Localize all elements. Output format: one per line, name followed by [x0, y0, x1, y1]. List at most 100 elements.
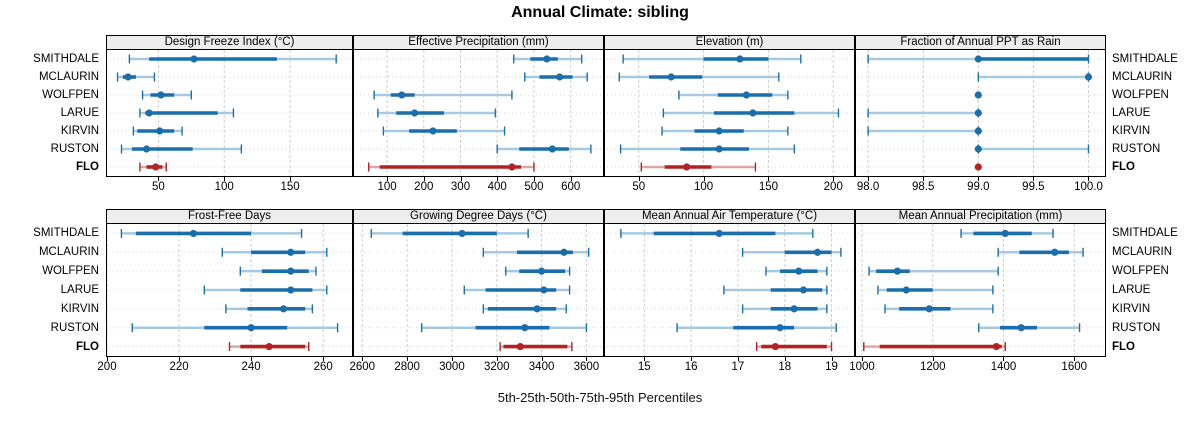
- interval-larue: [139, 108, 235, 118]
- site-label-left-smithdale: SMITHDALE: [33, 53, 99, 65]
- panel-strip-title: Design Freeze Index (°C): [106, 35, 353, 50]
- panel-x-axis: 15 16 17 18 19: [604, 357, 855, 377]
- panel-x-axis: 100 200 300 400 500 600: [353, 177, 604, 197]
- site-label-right-kirvin: KIRVIN: [1112, 302, 1151, 315]
- site-label-left-kirvin: KIRVIN: [60, 125, 99, 137]
- interval-smithdale: [120, 228, 303, 238]
- panel-mean-annual-precipitation: Mean Annual Precipitation (mm) 1000 1200 1…: [849, 209, 1106, 377]
- axis-tick: [533, 177, 535, 181]
- site-label-right-ruston: RUSTON: [1112, 321, 1161, 334]
- axis-caption: 5th-25th-50th-75th-95th Percentiles: [497, 390, 703, 405]
- panel-plot: [855, 224, 1106, 357]
- axis-tick-label: 100: [214, 181, 234, 193]
- interval-kirvin: [661, 126, 789, 136]
- axis-tick-label: 200: [823, 181, 843, 193]
- axis-tick-label: 500: [524, 181, 544, 193]
- interval-flo: [974, 163, 982, 171]
- interval-smithdale: [960, 228, 1054, 238]
- site-label-right-smithdale: SMITHDALE: [1112, 53, 1178, 65]
- axis-tick: [1088, 177, 1090, 181]
- interval-smithdale: [620, 228, 814, 238]
- axis-tick: [407, 357, 409, 361]
- panel-x-axis: 1000 1200 1400 1600: [849, 357, 1106, 377]
- interval-kirvin: [482, 304, 567, 314]
- interval-ruston: [619, 144, 796, 154]
- axis-tick: [644, 357, 646, 361]
- axis-tick-label: 2600: [349, 361, 376, 373]
- axis-tick-label: 3200: [483, 361, 510, 373]
- axis-tick: [323, 357, 325, 361]
- interval-smithdale: [370, 228, 529, 238]
- panel-x-axis: 50 100 150 200: [604, 177, 855, 197]
- site-label-left-kirvin: KIRVIN: [60, 302, 99, 315]
- panel-elevation: Elevation (m) 50 100 150 200: [604, 35, 855, 197]
- axis-tick-label: 99.5: [1022, 181, 1045, 193]
- interval-mclaurin: [482, 247, 590, 257]
- axis-tick-label: 300: [450, 181, 471, 193]
- axis-tick-label: 100: [377, 181, 397, 193]
- site-label-right-mclaurin: MCLAURIN: [1112, 246, 1173, 259]
- panel-plot: [106, 224, 353, 357]
- axis-tick-label: 3600: [573, 361, 600, 373]
- axis-tick-label: 16: [684, 361, 698, 373]
- panel-strip-title: Fraction of Annual PPT as Rain: [855, 35, 1106, 50]
- interval-kirvin: [867, 126, 982, 136]
- axis-tick-label: 99.0: [967, 181, 990, 193]
- panel-frost-free-days: Frost-Free Days 200 220 240 260: [97, 209, 353, 377]
- interval-kirvin: [884, 304, 994, 314]
- axis-tick: [387, 177, 389, 181]
- panel-x-axis: 50 100 150: [106, 177, 353, 197]
- axis-tick: [831, 357, 833, 361]
- axis-tick-label: 150: [758, 181, 778, 193]
- axis-tick-label: 100.0: [1074, 181, 1103, 193]
- axis-tick-label: 600: [561, 181, 581, 193]
- axis-tick: [497, 177, 499, 181]
- axis-tick-label: 17: [731, 361, 745, 373]
- panel-strip-title: Effective Precipitation (mm): [353, 35, 604, 50]
- panel-x-axis: 2600 2800 3000 3200 3400 3600: [349, 357, 604, 377]
- axis-tick: [290, 177, 292, 181]
- axis-tick: [703, 177, 705, 181]
- interval-mclaurin: [977, 72, 1093, 82]
- axis-tick-label: 19: [825, 361, 838, 373]
- interval-kirvin: [132, 126, 183, 136]
- axis-tick: [451, 357, 453, 361]
- site-label-right-smithdale: SMITHDALE: [1112, 227, 1178, 240]
- axis-tick-label: 100: [693, 181, 714, 193]
- interval-wolfpen: [141, 90, 193, 100]
- panel-strip-title: Frost-Free Days: [106, 209, 353, 224]
- interval-flo: [640, 162, 757, 172]
- axis-tick: [460, 177, 462, 181]
- site-label-left-mclaurin: MCLAURIN: [38, 246, 99, 259]
- axis-tick: [691, 357, 693, 361]
- site-label-left-ruston: RUSTON: [50, 321, 99, 334]
- panel-strip-title: Elevation (m): [604, 35, 855, 50]
- interval-larue: [463, 285, 571, 295]
- site-label-left-wolfpen: WOLFPEN: [42, 89, 99, 101]
- axis-tick: [638, 177, 640, 181]
- axis-tick-label: 15: [637, 361, 651, 373]
- interval-kirvin: [382, 126, 506, 136]
- axis-tick-label: 3000: [439, 361, 465, 373]
- axis-tick-label: 1600: [1061, 361, 1088, 373]
- interval-wolfpen: [239, 266, 317, 276]
- panel-plot: [353, 224, 604, 357]
- interval-wolfpen: [765, 266, 828, 276]
- axis-tick: [1003, 357, 1005, 361]
- interval-larue: [377, 108, 497, 118]
- axis-tick: [107, 357, 108, 361]
- axis-tick-label: 200: [97, 361, 117, 373]
- interval-flo: [499, 342, 573, 352]
- axis-tick: [586, 357, 588, 361]
- axis-tick: [496, 357, 498, 361]
- interval-smithdale: [513, 54, 583, 64]
- axis-tick: [923, 177, 925, 181]
- interval-mclaurin: [618, 72, 780, 82]
- axis-tick-label: 1000: [849, 361, 875, 373]
- site-label-right-kirvin: KIRVIN: [1112, 125, 1151, 137]
- axis-tick: [362, 357, 364, 361]
- site-label-left-smithdale: SMITHDALE: [33, 227, 99, 240]
- axis-tick-label: 150: [280, 181, 300, 193]
- axis-tick: [179, 357, 181, 361]
